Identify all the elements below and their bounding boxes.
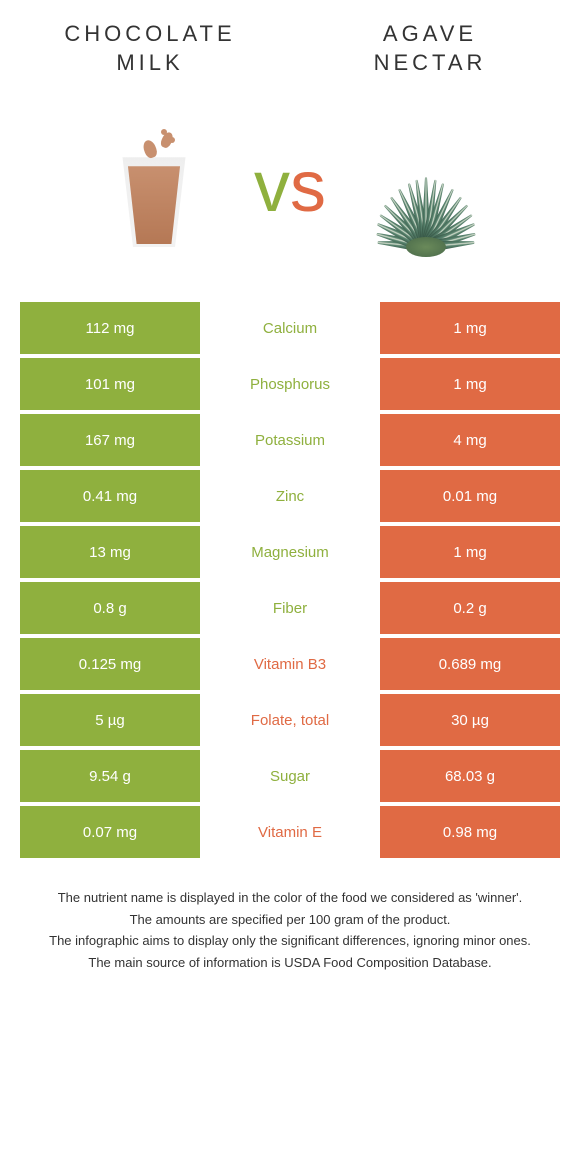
nutrient-label: Sugar [200, 750, 380, 802]
left-value: 5 µg [20, 694, 200, 746]
nutrient-label: Magnesium [200, 526, 380, 578]
right-value: 68.03 g [380, 750, 560, 802]
left-value: 0.8 g [20, 582, 200, 634]
table-row: 0.41 mgZinc0.01 mg [20, 470, 560, 522]
table-row: 0.125 mgVitamin B30.689 mg [20, 638, 560, 690]
vs-label: vs [254, 146, 326, 228]
footer-notes: The nutrient name is displayed in the co… [20, 888, 560, 972]
comparison-table: 112 mgCalcium1 mg101 mgPhosphorus1 mg167… [20, 302, 560, 858]
title-left: CHOCOLATE MILK [50, 20, 250, 77]
right-value: 0.98 mg [380, 806, 560, 858]
nutrient-label: Phosphorus [200, 358, 380, 410]
footer-line: The main source of information is USDA F… [40, 953, 540, 973]
table-row: 0.07 mgVitamin E0.98 mg [20, 806, 560, 858]
right-value: 0.2 g [380, 582, 560, 634]
table-row: 9.54 gSugar68.03 g [20, 750, 560, 802]
vs-s: s [290, 146, 326, 228]
table-row: 0.8 gFiber0.2 g [20, 582, 560, 634]
left-value: 0.07 mg [20, 806, 200, 858]
nutrient-label: Zinc [200, 470, 380, 522]
left-value: 167 mg [20, 414, 200, 466]
table-row: 101 mgPhosphorus1 mg [20, 358, 560, 410]
nutrient-label: Potassium [200, 414, 380, 466]
vs-v: v [254, 146, 290, 228]
right-value: 4 mg [380, 414, 560, 466]
left-value: 112 mg [20, 302, 200, 354]
nutrient-label: Vitamin E [200, 806, 380, 858]
footer-line: The infographic aims to display only the… [40, 931, 540, 951]
hero-row: vs [20, 97, 560, 277]
nutrient-label: Fiber [200, 582, 380, 634]
footer-line: The nutrient name is displayed in the co… [40, 888, 540, 908]
table-row: 112 mgCalcium1 mg [20, 302, 560, 354]
right-value: 30 µg [380, 694, 560, 746]
right-value: 1 mg [380, 526, 560, 578]
nutrient-label: Vitamin B3 [200, 638, 380, 690]
table-row: 167 mgPotassium4 mg [20, 414, 560, 466]
agave-image [346, 107, 506, 267]
right-value: 0.689 mg [380, 638, 560, 690]
right-value: 0.01 mg [380, 470, 560, 522]
right-value: 1 mg [380, 302, 560, 354]
table-row: 13 mgMagnesium1 mg [20, 526, 560, 578]
left-value: 9.54 g [20, 750, 200, 802]
left-value: 0.125 mg [20, 638, 200, 690]
title-right: AGAVE NECTAR [330, 20, 530, 77]
left-value: 0.41 mg [20, 470, 200, 522]
table-row: 5 µgFolate, total30 µg [20, 694, 560, 746]
title-row: CHOCOLATE MILK AGAVE NECTAR [20, 20, 560, 77]
nutrient-label: Folate, total [200, 694, 380, 746]
nutrient-label: Calcium [200, 302, 380, 354]
left-value: 13 mg [20, 526, 200, 578]
footer-line: The amounts are specified per 100 gram o… [40, 910, 540, 930]
right-value: 1 mg [380, 358, 560, 410]
chocolate-milk-image [74, 107, 234, 267]
left-value: 101 mg [20, 358, 200, 410]
